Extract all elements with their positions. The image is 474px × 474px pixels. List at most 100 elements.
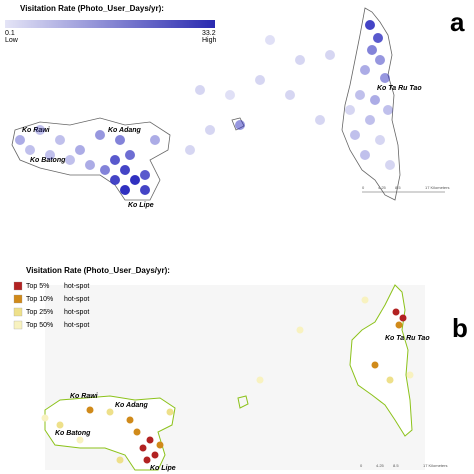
hex-cell — [370, 95, 380, 105]
hex-cell — [120, 165, 130, 175]
legend-swatch — [13, 320, 23, 330]
hex-cell — [380, 73, 390, 83]
legend-label: Top 50% — [26, 322, 53, 329]
hex-cell — [375, 55, 385, 65]
place-label: Ko Batong — [30, 157, 66, 164]
place-label: Ko Adang — [115, 402, 149, 409]
legend-label: hot-spot — [64, 309, 89, 316]
hot-spot-cell — [133, 428, 141, 436]
legend-min: 0.1 — [5, 30, 15, 37]
hex-cell — [85, 160, 95, 170]
legend-label: Top 25% — [26, 309, 53, 316]
hex-cell — [140, 170, 150, 180]
hex-cell — [225, 90, 235, 100]
hot-spot-cell — [41, 414, 49, 422]
hot-spot-cell — [56, 421, 64, 429]
hex-cell — [315, 115, 325, 125]
hot-spot-cell — [76, 436, 84, 444]
hex-cell — [75, 145, 85, 155]
place-label: Ko Batong — [55, 430, 91, 437]
hex-cell — [195, 85, 205, 95]
hot-spot-cell — [296, 326, 304, 334]
hex-cell — [45, 150, 55, 160]
legend-label: Top 5% — [26, 283, 49, 290]
legend-label: hot-spot — [64, 322, 89, 329]
legend-max: 33.2 — [202, 30, 216, 37]
hex-cell — [115, 135, 125, 145]
hot-spot-cell — [386, 376, 394, 384]
hex-cell — [383, 105, 393, 115]
hot-spot-cell — [406, 371, 414, 379]
hex-cell — [295, 55, 305, 65]
legend-swatch — [13, 307, 23, 317]
hot-spot-cell — [151, 451, 159, 459]
scale-label: 4.25 — [376, 463, 385, 468]
place-label: Ko Rawi — [22, 127, 51, 134]
panel-b: b Visitation Rate (Photo_User_Days/yr): … — [13, 266, 468, 472]
place-label: Ko Ta Ru Tao — [385, 335, 430, 342]
hex-cell — [360, 65, 370, 75]
hot-spot-cell — [156, 441, 164, 449]
hex-cell — [360, 150, 370, 160]
place-label: Ko Rawi — [70, 393, 99, 400]
hex-cell — [100, 165, 110, 175]
island-outline — [341, 7, 401, 201]
hex-cell — [325, 50, 335, 60]
hex-cell — [365, 115, 375, 125]
hex-cell — [35, 125, 45, 135]
panel-label: a — [450, 7, 465, 37]
legend-low: Low — [5, 37, 19, 44]
hex-cell — [355, 90, 365, 100]
hot-spot-cell — [139, 444, 147, 452]
hex-cell — [65, 155, 75, 165]
legend-high: High — [202, 37, 217, 44]
hot-spot-cell — [116, 456, 124, 464]
panel-a: a Visitation Rate (Photo_User_Days/yr): … — [5, 4, 465, 209]
hot-spot-cell — [371, 361, 379, 369]
hot-spot-cell — [399, 314, 407, 322]
scale-label: 8.5 — [395, 185, 401, 190]
panel-label: b — [452, 313, 468, 343]
hot-spot-cell — [146, 436, 154, 444]
legend-title: Visitation Rate (Photo_User_Days/yr): — [26, 266, 170, 275]
hot-spot-cell — [256, 376, 264, 384]
hex-cell — [350, 130, 360, 140]
hex-cell — [110, 155, 120, 165]
hex-cell — [15, 135, 25, 145]
color-ramp — [5, 20, 215, 28]
hex-cell — [130, 175, 140, 185]
hex-cell — [285, 90, 295, 100]
place-label: Ko Ta Ru Tao — [377, 85, 422, 92]
legend-swatch — [13, 294, 23, 304]
hex-cell — [205, 125, 215, 135]
hot-spot-cell — [143, 456, 151, 464]
scale-label: 17 Kilometers — [423, 463, 447, 468]
hex-cell — [265, 35, 275, 45]
hex-cell — [55, 135, 65, 145]
hex-cell — [110, 175, 120, 185]
hex-cell — [185, 145, 195, 155]
hex-cell — [385, 160, 395, 170]
scale-label: 0 — [362, 185, 365, 190]
hex-cell — [150, 135, 160, 145]
hex-cell — [125, 150, 135, 160]
scale-label: 8.5 — [393, 463, 399, 468]
hex-cell — [140, 185, 150, 195]
place-label: Ko Lipe — [150, 465, 176, 472]
hex-cell — [255, 75, 265, 85]
hot-spot-cell — [126, 416, 134, 424]
legend-label: hot-spot — [64, 296, 89, 303]
hex-cell — [25, 145, 35, 155]
place-label: Ko Adang — [108, 127, 142, 134]
hot-spot-cell — [86, 406, 94, 414]
hot-spot-cell — [106, 408, 114, 416]
hex-cell — [373, 33, 383, 43]
legend-label: Top 10% — [26, 296, 53, 303]
island-outline — [237, 395, 249, 409]
hex-cell — [235, 120, 245, 130]
hot-spot-cell — [395, 321, 403, 329]
hex-cell — [95, 130, 105, 140]
hex-cell — [365, 20, 375, 30]
hot-spot-cell — [392, 308, 400, 316]
legend-title: Visitation Rate (Photo_User_Days/yr): — [20, 4, 164, 13]
